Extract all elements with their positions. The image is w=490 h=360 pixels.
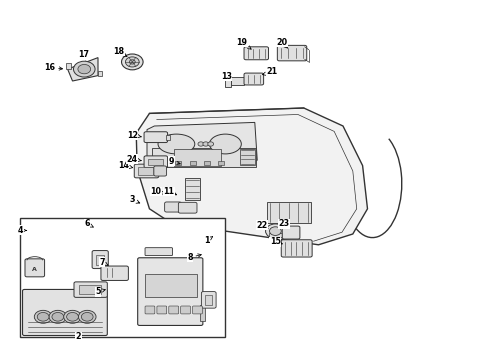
FancyBboxPatch shape bbox=[181, 306, 191, 314]
Bar bbox=[138, 167, 153, 175]
Text: 3: 3 bbox=[129, 195, 140, 204]
FancyBboxPatch shape bbox=[244, 47, 269, 60]
FancyBboxPatch shape bbox=[101, 266, 128, 280]
FancyBboxPatch shape bbox=[201, 292, 216, 308]
Bar bbox=[148, 159, 163, 165]
Polygon shape bbox=[68, 58, 98, 81]
Circle shape bbox=[122, 54, 143, 70]
Text: 8: 8 bbox=[187, 253, 201, 262]
FancyBboxPatch shape bbox=[92, 251, 108, 269]
Text: 12: 12 bbox=[127, 130, 141, 139]
Text: 18: 18 bbox=[113, 46, 127, 57]
Polygon shape bbox=[147, 122, 257, 167]
Text: 2: 2 bbox=[75, 332, 81, 341]
Text: 9: 9 bbox=[169, 157, 180, 166]
Bar bbox=[175, 161, 181, 165]
Text: 21: 21 bbox=[263, 68, 277, 77]
Ellipse shape bbox=[158, 134, 195, 154]
FancyBboxPatch shape bbox=[145, 248, 172, 256]
Polygon shape bbox=[136, 108, 368, 245]
Text: 22: 22 bbox=[257, 220, 268, 230]
FancyBboxPatch shape bbox=[281, 240, 312, 257]
Bar bbox=[267, 202, 311, 223]
FancyBboxPatch shape bbox=[144, 156, 168, 168]
Text: 16: 16 bbox=[45, 63, 63, 72]
Bar bbox=[79, 285, 101, 294]
Bar bbox=[231, 77, 244, 85]
Circle shape bbox=[49, 310, 67, 323]
FancyBboxPatch shape bbox=[74, 282, 107, 297]
Bar bbox=[145, 274, 197, 297]
Bar bbox=[205, 295, 212, 305]
Circle shape bbox=[52, 312, 64, 321]
Bar bbox=[20, 218, 225, 337]
FancyBboxPatch shape bbox=[193, 306, 202, 314]
Circle shape bbox=[78, 64, 91, 74]
Text: 1: 1 bbox=[204, 236, 213, 245]
Bar bbox=[166, 135, 170, 140]
Bar bbox=[152, 148, 256, 167]
FancyBboxPatch shape bbox=[25, 259, 45, 277]
FancyBboxPatch shape bbox=[282, 226, 300, 239]
FancyBboxPatch shape bbox=[157, 306, 167, 314]
FancyBboxPatch shape bbox=[178, 202, 197, 213]
FancyBboxPatch shape bbox=[154, 166, 167, 176]
Ellipse shape bbox=[210, 134, 242, 154]
Circle shape bbox=[78, 310, 96, 323]
Text: 4: 4 bbox=[18, 226, 26, 235]
Circle shape bbox=[208, 142, 214, 146]
Circle shape bbox=[81, 312, 93, 321]
FancyBboxPatch shape bbox=[244, 73, 264, 85]
FancyBboxPatch shape bbox=[144, 132, 168, 143]
Text: 14: 14 bbox=[118, 161, 133, 170]
FancyBboxPatch shape bbox=[23, 289, 107, 336]
Text: 11: 11 bbox=[164, 187, 176, 196]
Text: 19: 19 bbox=[237, 38, 251, 49]
Text: 5: 5 bbox=[95, 287, 105, 296]
Bar bbox=[190, 161, 196, 165]
Circle shape bbox=[67, 312, 78, 321]
Bar bbox=[200, 305, 205, 321]
Circle shape bbox=[34, 310, 52, 323]
Circle shape bbox=[129, 60, 135, 64]
Text: 10: 10 bbox=[150, 187, 165, 196]
Text: 7: 7 bbox=[99, 258, 108, 266]
FancyBboxPatch shape bbox=[165, 202, 181, 212]
Text: 20: 20 bbox=[276, 38, 288, 48]
Circle shape bbox=[203, 142, 209, 146]
Bar bbox=[240, 149, 255, 165]
Circle shape bbox=[266, 224, 285, 238]
Text: 23: 23 bbox=[279, 219, 290, 228]
FancyBboxPatch shape bbox=[169, 306, 179, 314]
Text: 15: 15 bbox=[270, 238, 282, 246]
Circle shape bbox=[37, 312, 49, 321]
FancyBboxPatch shape bbox=[145, 306, 155, 314]
Bar bbox=[269, 233, 282, 237]
Circle shape bbox=[74, 61, 95, 77]
Bar bbox=[225, 77, 231, 87]
Text: 6: 6 bbox=[84, 219, 94, 228]
Bar bbox=[185, 178, 200, 200]
Text: A: A bbox=[32, 267, 37, 272]
Circle shape bbox=[270, 227, 281, 235]
Circle shape bbox=[198, 142, 204, 146]
Bar bbox=[204, 161, 210, 165]
FancyBboxPatch shape bbox=[134, 164, 159, 178]
Text: 24: 24 bbox=[127, 154, 141, 163]
Bar bbox=[218, 161, 224, 165]
Bar bbox=[66, 63, 71, 69]
Bar bbox=[98, 71, 102, 76]
Text: 17: 17 bbox=[78, 50, 89, 60]
FancyBboxPatch shape bbox=[138, 258, 203, 325]
Text: 13: 13 bbox=[221, 72, 232, 81]
Circle shape bbox=[125, 57, 139, 67]
Bar bbox=[96, 255, 104, 265]
FancyBboxPatch shape bbox=[277, 45, 307, 61]
Bar bbox=[174, 149, 220, 166]
Circle shape bbox=[64, 310, 81, 323]
